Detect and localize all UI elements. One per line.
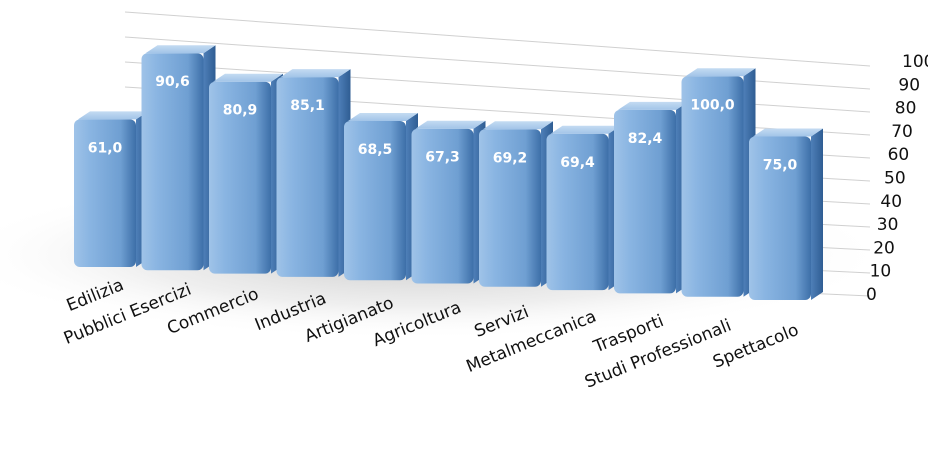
bar-top <box>213 73 283 82</box>
bar-top <box>483 121 553 130</box>
bar-front <box>344 121 406 281</box>
bar-value-label: 69,2 <box>493 150 528 166</box>
bar: 68,5 <box>344 113 418 281</box>
bar-front <box>546 133 609 291</box>
bar-value-label: 69,4 <box>560 155 595 171</box>
bar: 67,3 <box>411 120 486 284</box>
y-axis: 0 10 20 30 40 50 60 70 80 90 100 <box>866 52 928 305</box>
bar-value-label: 68,5 <box>358 142 393 158</box>
y-tick-label: 20 <box>873 238 895 258</box>
bars: 61,0 90,6 80,9 85,1 68,5 67,3 69,2 69,4 82,4 100,… <box>74 45 823 300</box>
bar-top <box>753 128 823 137</box>
y-tick-label: 40 <box>880 192 902 212</box>
bar: 75,0 <box>749 128 823 300</box>
bar-top <box>280 69 351 78</box>
y-tick-label: 80 <box>895 99 917 119</box>
bar-top <box>685 68 756 77</box>
bar: 80,9 <box>209 73 283 274</box>
bar-value-label: 90,6 <box>155 74 190 90</box>
y-tick-label: 90 <box>898 75 920 95</box>
grid-line <box>124 11 871 67</box>
bar-front <box>479 129 541 287</box>
bar-value-label: 85,1 <box>290 98 325 114</box>
bar-value-label: 61,0 <box>88 140 123 156</box>
bar-top <box>550 125 621 134</box>
bar: 69,4 <box>546 125 621 291</box>
y-tick-label: 100 <box>902 52 928 72</box>
bar-top <box>348 113 418 122</box>
bar-front <box>141 53 204 271</box>
y-tick-label: 0 <box>866 285 877 305</box>
y-tick-label: 10 <box>870 262 892 282</box>
bar: 85,1 <box>276 69 351 277</box>
bar-value-label: 82,4 <box>628 131 663 147</box>
bar-front <box>209 81 271 274</box>
bar-top <box>415 120 486 129</box>
bar-front <box>74 119 136 267</box>
bar-value-label: 80,9 <box>223 103 258 119</box>
bar-side <box>811 128 823 300</box>
bar: 82,4 <box>614 101 688 294</box>
bar-front <box>749 136 811 300</box>
y-tick-label: 30 <box>877 215 899 235</box>
bar-front <box>411 128 474 284</box>
bar-value-label: 75,0 <box>763 158 798 174</box>
bar-value-label: 100,0 <box>690 97 735 113</box>
bar-front <box>681 76 744 297</box>
bar: 61,0 <box>74 111 148 267</box>
bar-top <box>78 111 148 120</box>
bar-front <box>614 109 676 294</box>
bar: 90,6 <box>141 45 216 271</box>
bar: 69,2 <box>479 121 553 287</box>
y-tick-label: 70 <box>891 122 913 142</box>
bar-top <box>145 45 216 54</box>
bar-front <box>276 77 339 277</box>
bar-top <box>618 101 688 110</box>
bar: 100,0 <box>681 68 756 297</box>
bar-value-label: 67,3 <box>425 150 460 166</box>
y-tick-label: 50 <box>884 169 906 189</box>
y-tick-label: 60 <box>888 145 910 165</box>
